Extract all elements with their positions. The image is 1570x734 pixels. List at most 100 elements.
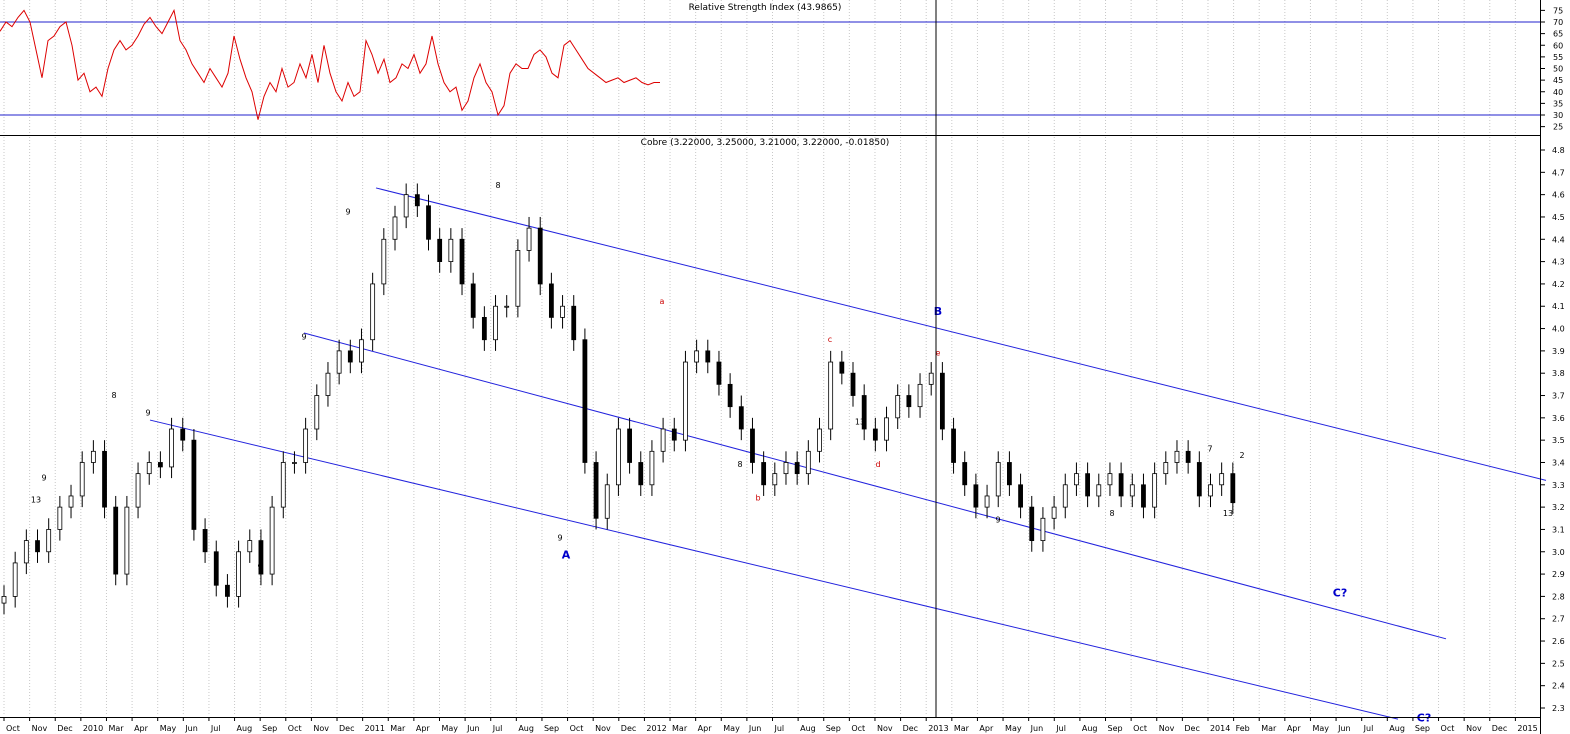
candle-up <box>325 372 331 396</box>
rsi-y-axis: 25 30 35 40 45 50 55 60 65 70 75 <box>1540 6 1563 132</box>
x-tick-label: Dec <box>903 724 918 733</box>
x-tick-label: Sep <box>1108 724 1123 733</box>
candle-down <box>727 383 733 408</box>
wave-annotation: 9 <box>41 473 46 482</box>
candle-down <box>671 428 677 441</box>
price-y-tick-label: 2.4 <box>1552 682 1565 691</box>
candle-down <box>202 529 208 553</box>
x-tick-label: Jul <box>1363 724 1374 733</box>
wave-annotation: 9 <box>345 208 350 217</box>
x-tick-label: Aug <box>237 724 253 733</box>
candle-up <box>79 462 85 497</box>
x-tick-label: Jun <box>184 724 198 733</box>
x-tick-label: Nov <box>877 724 893 733</box>
x-tick-label: May <box>1312 724 1329 733</box>
candle-down <box>1018 484 1023 508</box>
candle-down <box>906 395 912 408</box>
x-tick-label: Jul <box>774 724 785 733</box>
rsi-line <box>0 8 660 120</box>
x-tick-label: Mar <box>108 724 124 733</box>
candle-up <box>1107 473 1113 486</box>
candle-down <box>537 227 543 285</box>
candle-up <box>1040 517 1046 542</box>
price-y-tick-label: 4.8 <box>1552 146 1565 155</box>
candle-down <box>1185 450 1191 463</box>
candle-down <box>459 238 465 285</box>
x-tick-label: Aug <box>1389 724 1405 733</box>
candle-up <box>314 395 320 430</box>
candle-up <box>169 428 174 468</box>
candle-up <box>370 283 376 341</box>
candle-down <box>794 462 800 475</box>
candle-up <box>336 350 342 374</box>
candle-down <box>627 428 632 463</box>
price-y-tick-label: 2.8 <box>1552 592 1565 601</box>
candle-up <box>392 216 398 240</box>
candle-up <box>928 372 934 385</box>
price-y-tick-label: 4.1 <box>1552 302 1565 311</box>
x-tick-label: Dec <box>1492 724 1507 733</box>
x-tick-label: Sep <box>262 724 277 733</box>
price-y-tick-label: 3.5 <box>1552 436 1565 445</box>
price-y-tick-label: 3.4 <box>1552 458 1565 467</box>
wave-annotation: 9 <box>145 409 150 418</box>
price-y-tick-label: 3.6 <box>1552 414 1565 423</box>
rsi-y-tick-label: 30 <box>1553 111 1563 120</box>
x-tick-label: Jun <box>1030 724 1044 733</box>
price-candles <box>1 183 1236 615</box>
candle-down <box>638 462 644 486</box>
candle-up <box>884 417 889 441</box>
wave-annotation: b <box>755 493 760 502</box>
x-tick-label: 2012 <box>646 724 666 733</box>
wave-annotation: 13 <box>855 418 865 427</box>
candle-down <box>548 283 554 318</box>
price-y-tick-label: 4.4 <box>1552 235 1565 244</box>
candle-down <box>347 350 353 363</box>
candle-up <box>526 227 532 251</box>
wave-annotation: 9 <box>301 333 306 342</box>
price-y-axis: 2.3 2.4 2.5 2.6 2.7 2.8 2.9 3.0 3.1 3.2 3.3 3.4 3.5 3… <box>1540 146 1565 713</box>
candle-up <box>146 462 152 475</box>
candle-down <box>437 238 443 262</box>
price-title: Cobre (3.22000, 3.25000, 3.21000, 3.2200… <box>641 138 890 148</box>
x-tick-label: Oct <box>6 724 20 733</box>
x-tick-label: Oct <box>1441 724 1455 733</box>
candle-down <box>582 339 588 463</box>
wave-annotation: c <box>828 335 832 344</box>
price-y-tick-label: 3.0 <box>1552 548 1565 557</box>
candle-up <box>604 484 610 519</box>
candle-up <box>660 428 666 452</box>
x-tick-label: Jul <box>210 724 221 733</box>
wave-annotation: 8 <box>111 391 116 400</box>
candle-up <box>683 361 688 441</box>
x-tick-label: May <box>723 724 740 733</box>
x-tick-label: May <box>1005 724 1022 733</box>
x-tick-label: Mar <box>390 724 406 733</box>
channel-trendline <box>149 419 1399 720</box>
candle-down <box>750 428 755 463</box>
price-y-tick-label: 2.3 <box>1552 704 1565 713</box>
rsi-y-tick-label: 25 <box>1553 123 1563 132</box>
x-tick-label: Mar <box>1261 724 1277 733</box>
x-axis: Oct Nov Dec 2010 Mar Apr May Jun Jul Aug Sep Oct Nov… <box>0 717 1540 733</box>
price-y-tick-label: 3.9 <box>1552 347 1565 356</box>
candle-up <box>303 428 309 463</box>
candle-up <box>649 450 655 486</box>
candle-up <box>90 450 96 463</box>
wave-annotation: 13 <box>1223 509 1233 518</box>
x-tick-label: Jul <box>1055 724 1066 733</box>
x-tick-label: May <box>160 724 177 733</box>
candle-up <box>247 540 253 553</box>
x-tick-label: Jun <box>1337 724 1351 733</box>
candle-up <box>515 250 521 307</box>
candle-down <box>705 350 711 363</box>
wave-annotation: a <box>660 297 665 306</box>
x-tick-label: Aug <box>1082 724 1098 733</box>
price-y-tick-label: 4.7 <box>1552 168 1565 177</box>
candle-down <box>1085 473 1091 497</box>
candle-up <box>448 238 454 262</box>
candle-up <box>828 361 834 430</box>
candle-up <box>694 350 700 363</box>
candle-up <box>984 495 990 508</box>
